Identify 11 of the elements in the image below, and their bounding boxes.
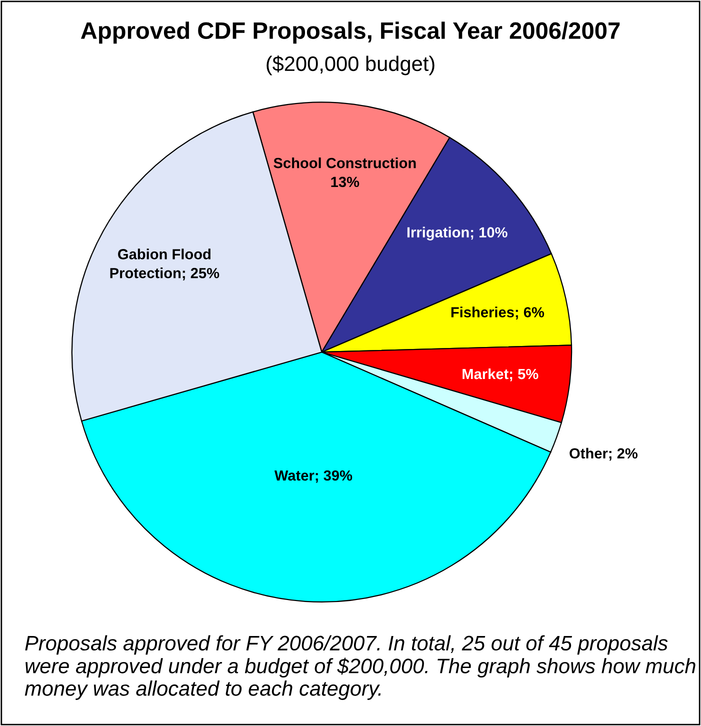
- chart-title: Approved CDF Proposals, Fiscal Year 2006/2007: [80, 22, 620, 44]
- slice-label: Other; 2%: [570, 448, 638, 461]
- data-label: 13%: [331, 176, 360, 188]
- slice-label: Market; 5%: [462, 368, 538, 382]
- slice-label: Gabion Flood Protection; 25%: [110, 248, 220, 280]
- slice-label: Fisheries; 6%: [451, 306, 544, 320]
- slice-label: Irrigation; 10%: [407, 226, 508, 240]
- chart-subtitle: ($200,000 budget): [266, 55, 434, 76]
- slice-label: Water; 39%: [274, 470, 352, 483]
- text: Proposals approved for FY 2006/2007. In total, 25 out of 45 proposals were approved under a budget of $200,000. The graph shows how much money was allocated to each category.: [24, 635, 696, 700]
- slice-label: School Construction: [274, 157, 416, 168]
